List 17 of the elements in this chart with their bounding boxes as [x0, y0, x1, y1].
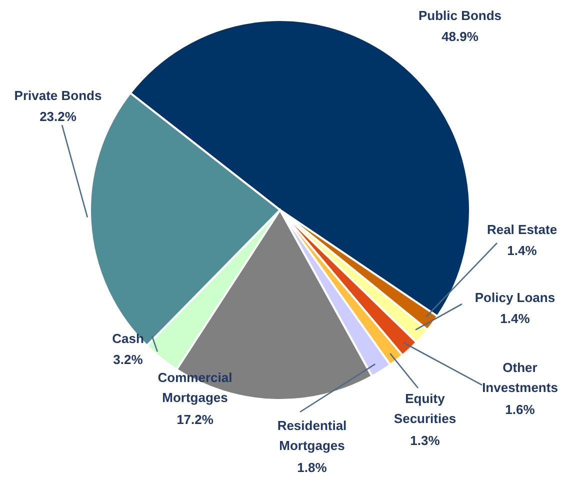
slice-label: Other Investments [482, 360, 558, 395]
data-label: 48.9% [442, 29, 479, 44]
data-label: 1.8% [297, 460, 328, 475]
slice-label: Cash [112, 331, 144, 346]
slice-label: Private Bonds [14, 88, 102, 103]
data-label: 1.6% [505, 402, 536, 417]
data-label: 1.4% [507, 243, 538, 258]
slice-label: Public Bonds [418, 8, 502, 23]
data-label: 17.2% [176, 412, 214, 427]
slice-label: Residential Mortgages [277, 418, 347, 453]
slice-label: Equity Securities [394, 391, 456, 426]
data-label: 1.3% [410, 433, 440, 448]
slice-label: Policy Loans [474, 290, 556, 305]
data-label: 1.4% [500, 311, 530, 326]
slice-label: Real Estate [486, 222, 558, 237]
data-label: 23.2% [40, 109, 77, 124]
data-label: 3.2% [113, 352, 144, 367]
